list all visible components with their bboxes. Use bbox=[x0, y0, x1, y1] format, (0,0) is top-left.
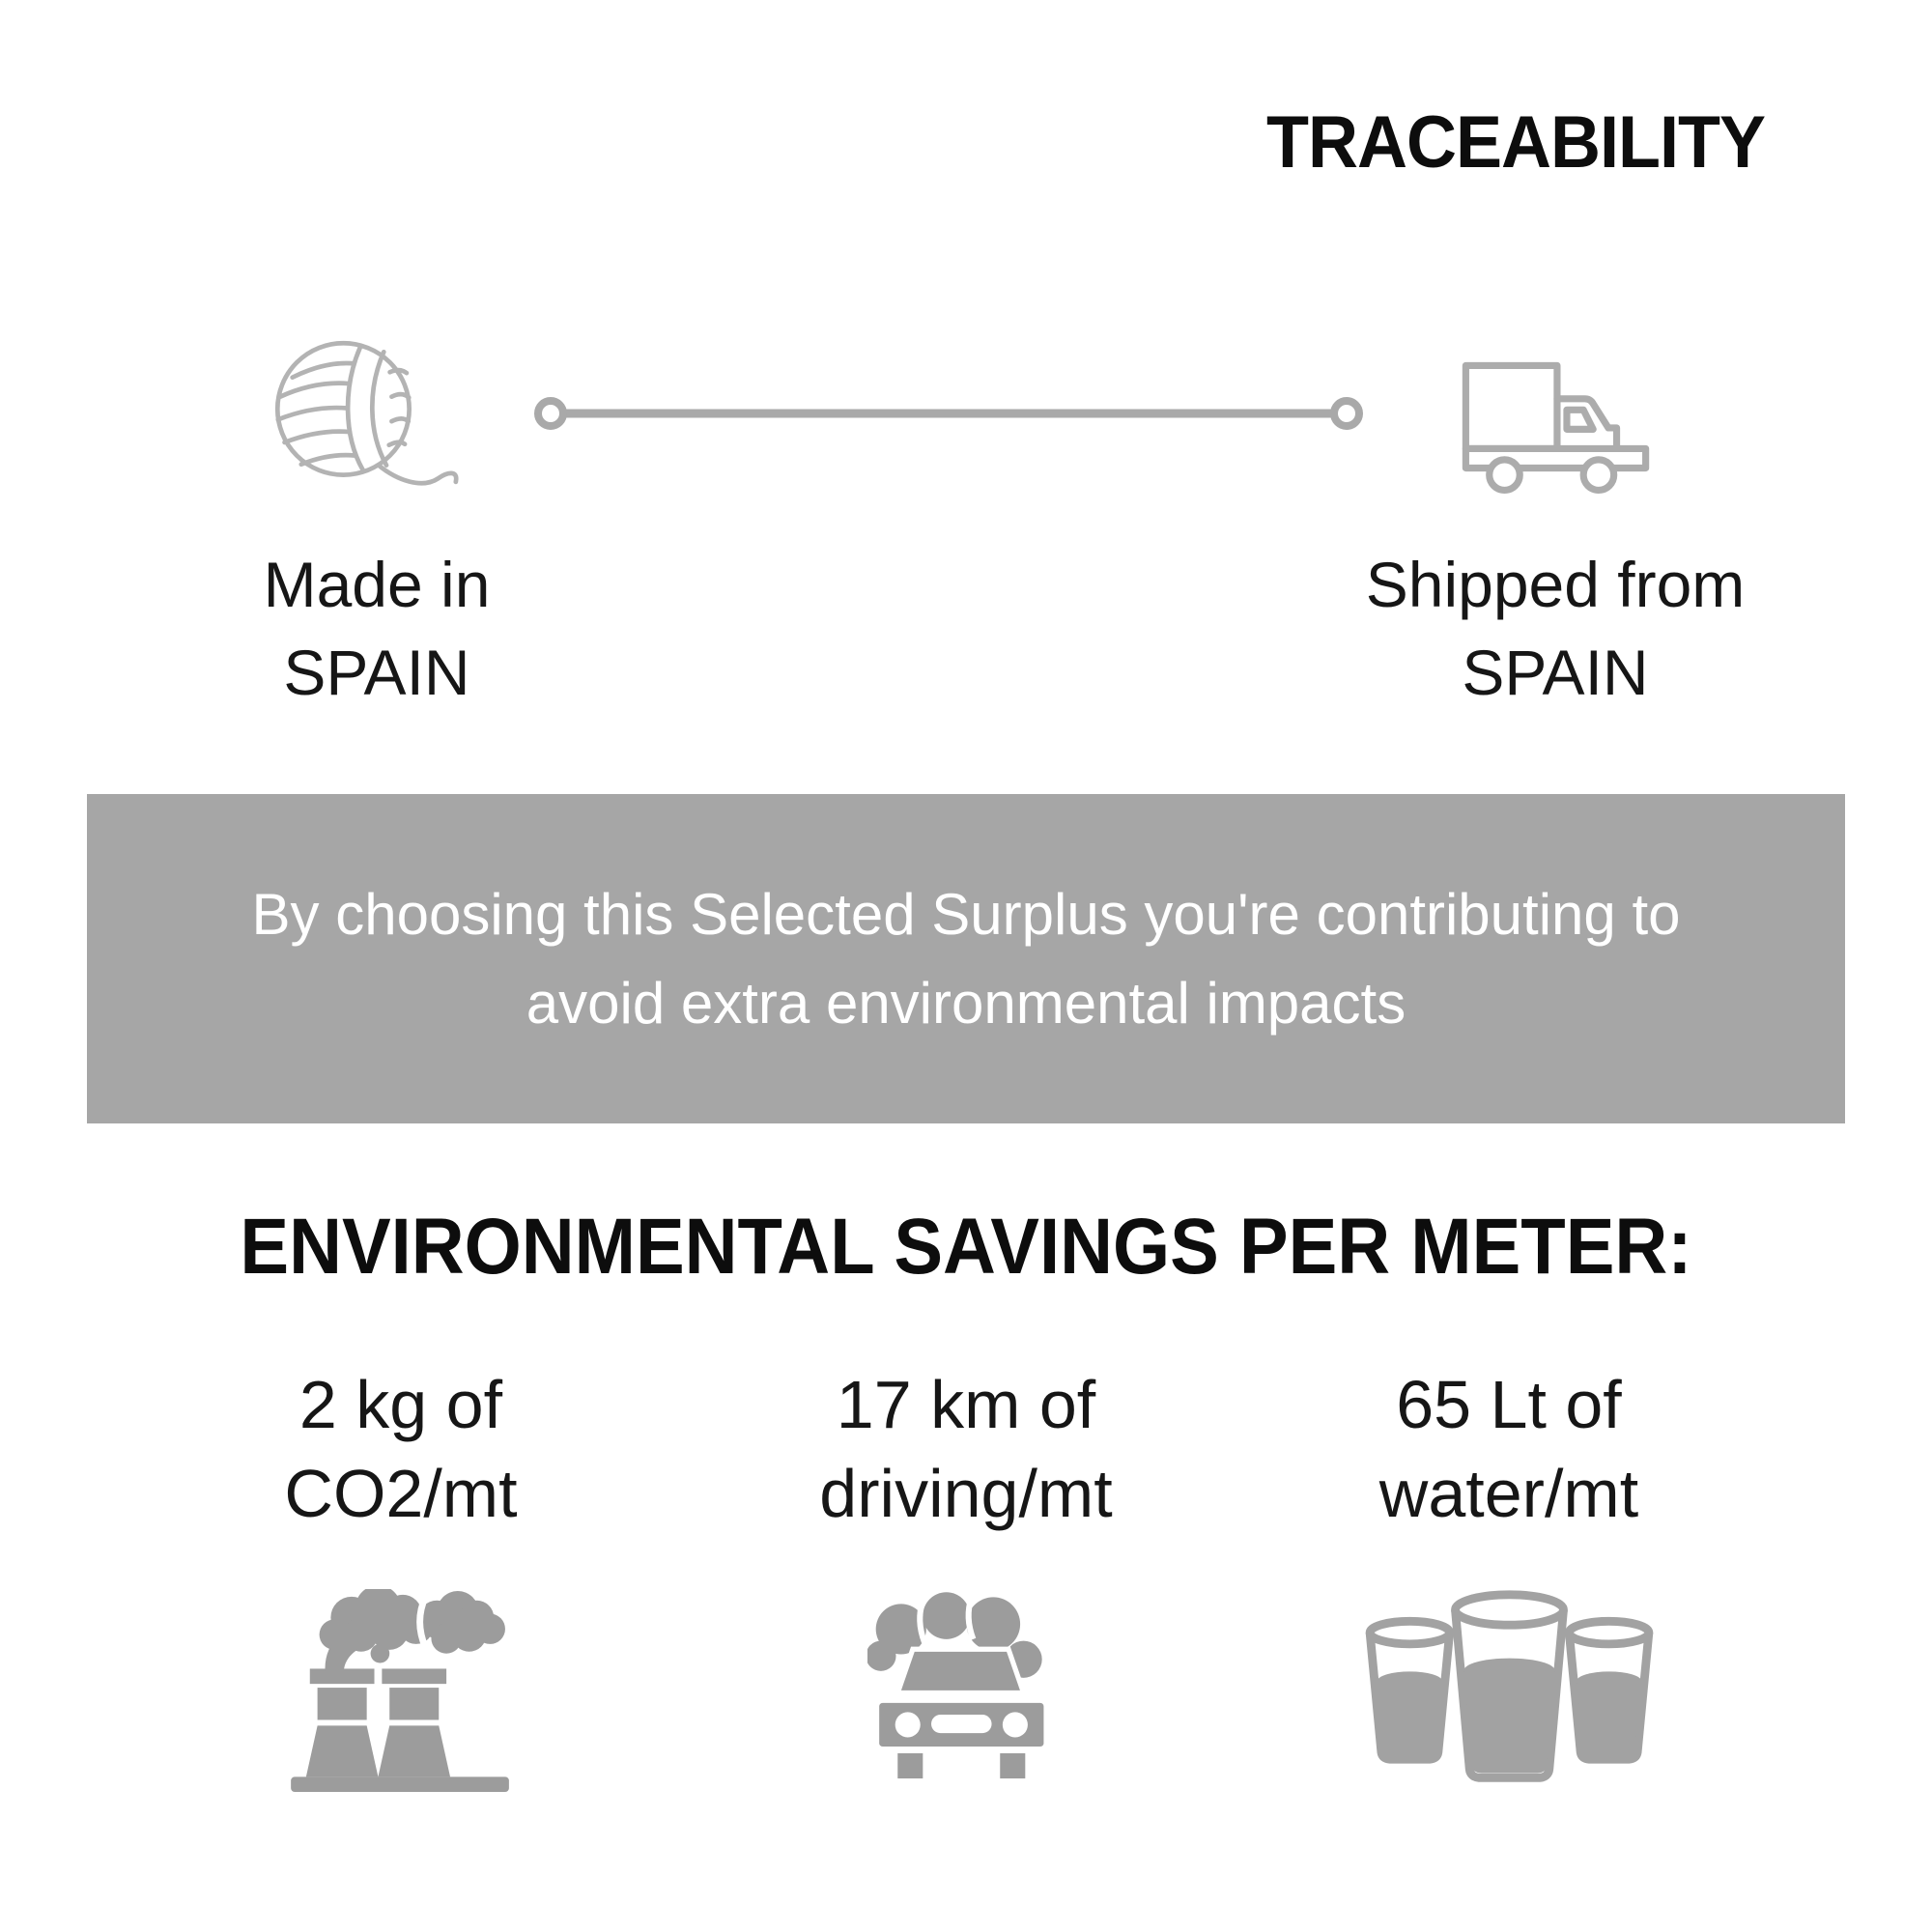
impact-banner: By choosing this Selected Surplus you're… bbox=[87, 794, 1845, 1123]
origin-node: Made in SPAIN bbox=[174, 330, 580, 717]
stat-water-line1: 65 Lt of bbox=[1396, 1367, 1622, 1442]
destination-line2: SPAIN bbox=[1462, 637, 1649, 709]
impact-banner-line2: avoid extra environmental impacts bbox=[526, 970, 1406, 1036]
stat-co2-line2: CO2/mt bbox=[284, 1456, 518, 1532]
page-title: TRACEABILITY bbox=[1266, 101, 1766, 184]
stat-driving-icon-box bbox=[715, 1591, 1217, 1785]
destination-label: Shipped from SPAIN bbox=[1352, 541, 1758, 717]
factory-smoke-icon bbox=[291, 1584, 509, 1792]
origin-label: Made in SPAIN bbox=[174, 541, 580, 717]
savings-heading: ENVIRONMENTAL SAVINGS PER METER: bbox=[240, 1203, 1692, 1292]
stat-co2-line1: 2 kg of bbox=[298, 1367, 503, 1442]
stat-driving: 17 km of driving/mt bbox=[715, 1360, 1217, 1785]
stat-driving-label: 17 km of driving/mt bbox=[715, 1360, 1217, 1539]
destination-icon-box bbox=[1352, 330, 1758, 504]
stat-co2-icon-box bbox=[150, 1584, 652, 1799]
destination-line1: Shipped from bbox=[1365, 549, 1746, 620]
delivery-truck-icon bbox=[1462, 361, 1649, 494]
stat-driving-line1: 17 km of bbox=[836, 1367, 1096, 1442]
stat-co2: 2 kg of CO2/mt bbox=[150, 1360, 652, 1799]
stat-driving-line2: driving/mt bbox=[819, 1456, 1113, 1532]
origin-line2: SPAIN bbox=[283, 637, 470, 709]
origin-line1: Made in bbox=[263, 549, 491, 620]
car-exhaust-icon bbox=[865, 1591, 1043, 1778]
destination-node: Shipped from SPAIN bbox=[1352, 330, 1758, 717]
stat-water-label: 65 Lt of water/mt bbox=[1258, 1360, 1760, 1539]
stat-water-icon-box bbox=[1258, 1583, 1760, 1802]
stat-water-line2: water/mt bbox=[1378, 1456, 1639, 1532]
stat-water: 65 Lt of water/mt bbox=[1258, 1360, 1760, 1802]
route-connector-line bbox=[534, 397, 1363, 430]
impact-banner-line1: By choosing this Selected Surplus you're… bbox=[251, 881, 1681, 947]
origin-icon-box bbox=[174, 330, 580, 504]
yarn-ball-icon bbox=[274, 340, 459, 486]
water-glasses-icon bbox=[1365, 1590, 1653, 1782]
stat-co2-label: 2 kg of CO2/mt bbox=[150, 1360, 652, 1539]
